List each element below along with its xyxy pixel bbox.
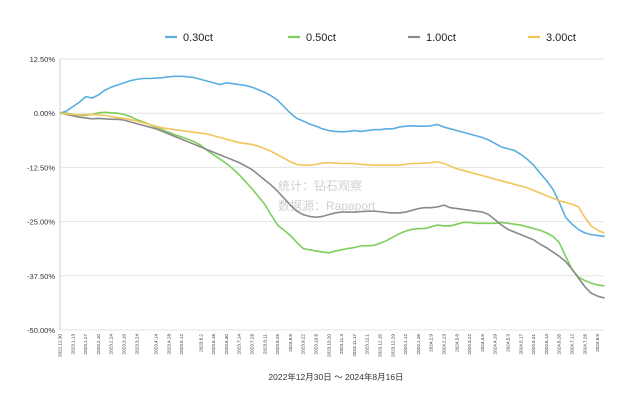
x-tick-label: 2024.3.22 <box>467 334 472 355</box>
watermark-text: 数据源：Rapaport <box>278 198 376 213</box>
x-axis-label: 2022年12月30日 ～ 2024年8月16日 <box>268 372 403 382</box>
x-tick-label: 2023.9.22 <box>301 334 306 355</box>
x-tick-label: 2024.6.14 <box>544 334 549 355</box>
x-tick-label: 2023.5.12 <box>179 334 184 355</box>
x-tick-label: 2023.8.25 <box>275 334 280 355</box>
x-tick-label: 2023.12.1 <box>365 334 370 355</box>
y-tick-label: 12.50% <box>30 55 56 64</box>
x-tick-label: 2024.7.26 <box>582 334 587 355</box>
x-tick-label: 2023.12.29 <box>390 334 395 357</box>
legend-label: 1.00ct <box>426 32 456 44</box>
legend-label: 0.50ct <box>306 32 336 44</box>
x-tick-label: 2023.8.11 <box>262 334 267 355</box>
x-tick-label: 2024.6.28 <box>557 334 562 355</box>
x-tick-label: 2024.7.12 <box>570 334 575 355</box>
x-tick-label: 2023.1.13 <box>70 334 75 355</box>
grid <box>60 58 604 331</box>
x-tick-label: 2024.8.9 <box>595 334 600 352</box>
series-line-1.00ct <box>59 112 605 299</box>
series-line-3.00ct <box>59 112 605 234</box>
x-tick-label: 2024.5.17 <box>518 334 523 355</box>
x-tick-label: 2024.5.31 <box>531 334 536 355</box>
x-tick-label: 2023.6.2 <box>198 334 203 352</box>
x-tick-label: 2023.1.27 <box>83 334 88 355</box>
x-tick-label: 2023.3.10 <box>122 334 127 355</box>
y-tick-label: -37.50% <box>27 272 55 281</box>
x-tick-label: 2023.10.6 <box>314 334 319 355</box>
x-tick-label: 2024.2.23 <box>442 334 447 355</box>
x-tick-label: 2023.7.14 <box>237 334 242 355</box>
x-tick-label: 2022.12.30 <box>58 334 63 357</box>
x-tick-label: 2023.4.14 <box>154 334 159 355</box>
legend-label: 0.30ct <box>183 32 213 44</box>
x-tick-label: 2024.4.5 <box>480 334 485 352</box>
x-tick-label: 2023.2.10 <box>96 334 101 355</box>
series-line-0.30ct <box>59 75 605 238</box>
x-tick-label: 2023.12.15 <box>378 334 383 357</box>
x-tick-label: 2023.2.24 <box>109 334 114 355</box>
x-tick-label: 2023.6.30 <box>224 334 229 355</box>
x-tick-label: 2024.2.9 <box>429 334 434 352</box>
series-layer <box>59 75 605 299</box>
legend-item-1.00ct: 1.00ct <box>408 32 456 44</box>
x-tick-label: 2023.6.16 <box>211 334 216 355</box>
x-tick-label: 2023.11.3 <box>339 334 344 355</box>
y-axis: 12.50% 0.00% -12.50% -25.00% -37.50% -50.00% <box>27 55 61 335</box>
x-tick-label: 2024.3.8 <box>454 334 459 352</box>
legend-item-3.00ct: 3.00ct <box>528 32 576 44</box>
watermark-text: 统计：钻石观察 <box>278 178 362 193</box>
x-tick-label: 2024.1.26 <box>416 334 421 355</box>
y-tick-label: -12.50% <box>27 163 55 172</box>
y-tick-label: -25.00% <box>27 218 55 227</box>
x-tick-label: 2023.7.28 <box>250 334 255 355</box>
x-tick-label: 2023.3.24 <box>134 334 139 355</box>
x-tick-label: 2023.11.17 <box>352 334 357 357</box>
legend-item-0.50ct: 0.50ct <box>288 32 336 44</box>
x-tick-label: 2023.4.28 <box>166 334 171 355</box>
y-tick-label: 0.00% <box>34 109 56 118</box>
x-tick-label: 2024.4.19 <box>493 334 498 355</box>
x-axis: 2022.12.30 2023.1.13 2023.1.27 2023.2.10 202… <box>58 334 601 357</box>
legend-label: 3.00ct <box>546 32 576 44</box>
legend-item-0.30ct: 0.30ct <box>165 32 213 44</box>
legend: 0.30ct 0.50ct 1.00ct 3.00ct <box>165 32 576 44</box>
x-tick-label: 2024.5.3 <box>506 334 511 352</box>
x-tick-label: 2023.10.20 <box>326 334 331 357</box>
y-tick-label: -50.00% <box>27 326 55 335</box>
x-tick-label: 2024.1.12 <box>403 334 408 355</box>
x-tick-label: 2023.9.8 <box>288 334 293 352</box>
